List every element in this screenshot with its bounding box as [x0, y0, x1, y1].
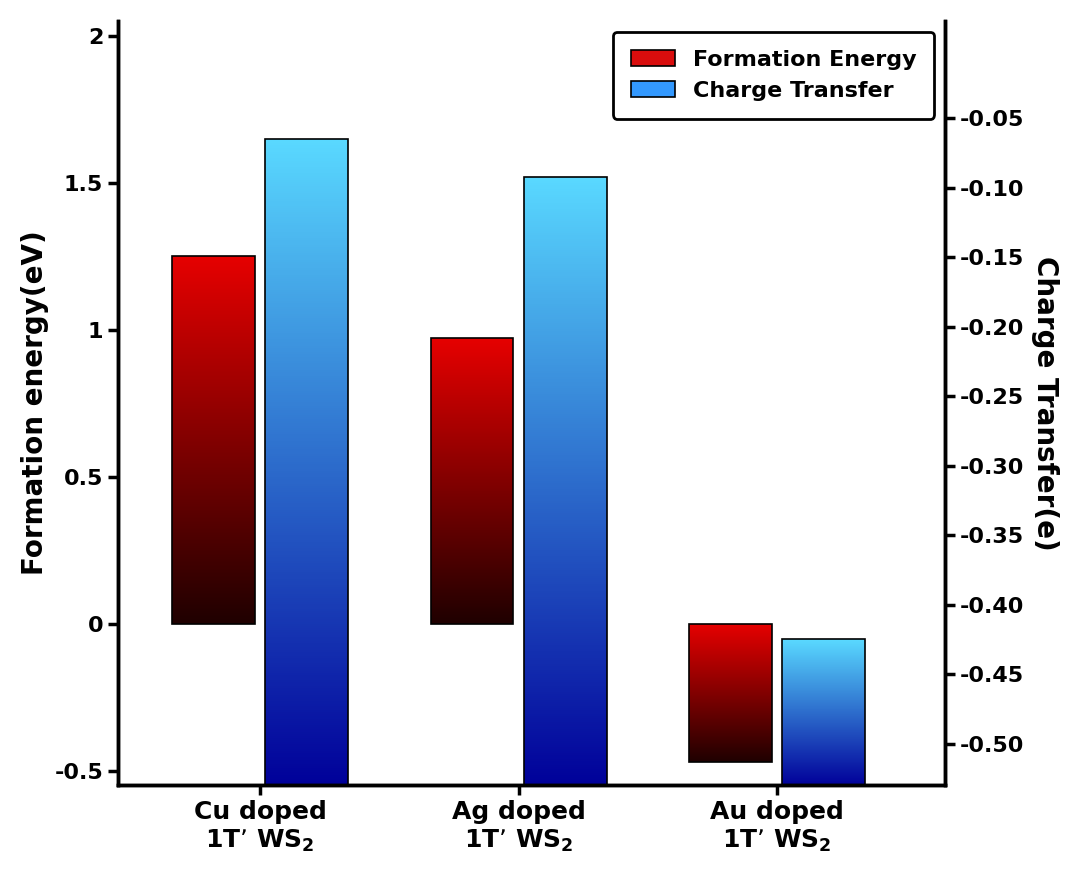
Bar — [431, 339, 513, 624]
Y-axis label: Formation energy(eV): Formation energy(eV) — [21, 231, 49, 576]
Bar — [524, 177, 607, 786]
Bar — [266, 139, 348, 786]
Bar — [782, 640, 865, 786]
Legend: Formation Energy, Charge Transfer: Formation Energy, Charge Transfer — [612, 32, 934, 119]
Bar — [172, 256, 255, 624]
Bar — [689, 624, 772, 762]
Y-axis label: Charge Transfer(e): Charge Transfer(e) — [1031, 255, 1059, 550]
